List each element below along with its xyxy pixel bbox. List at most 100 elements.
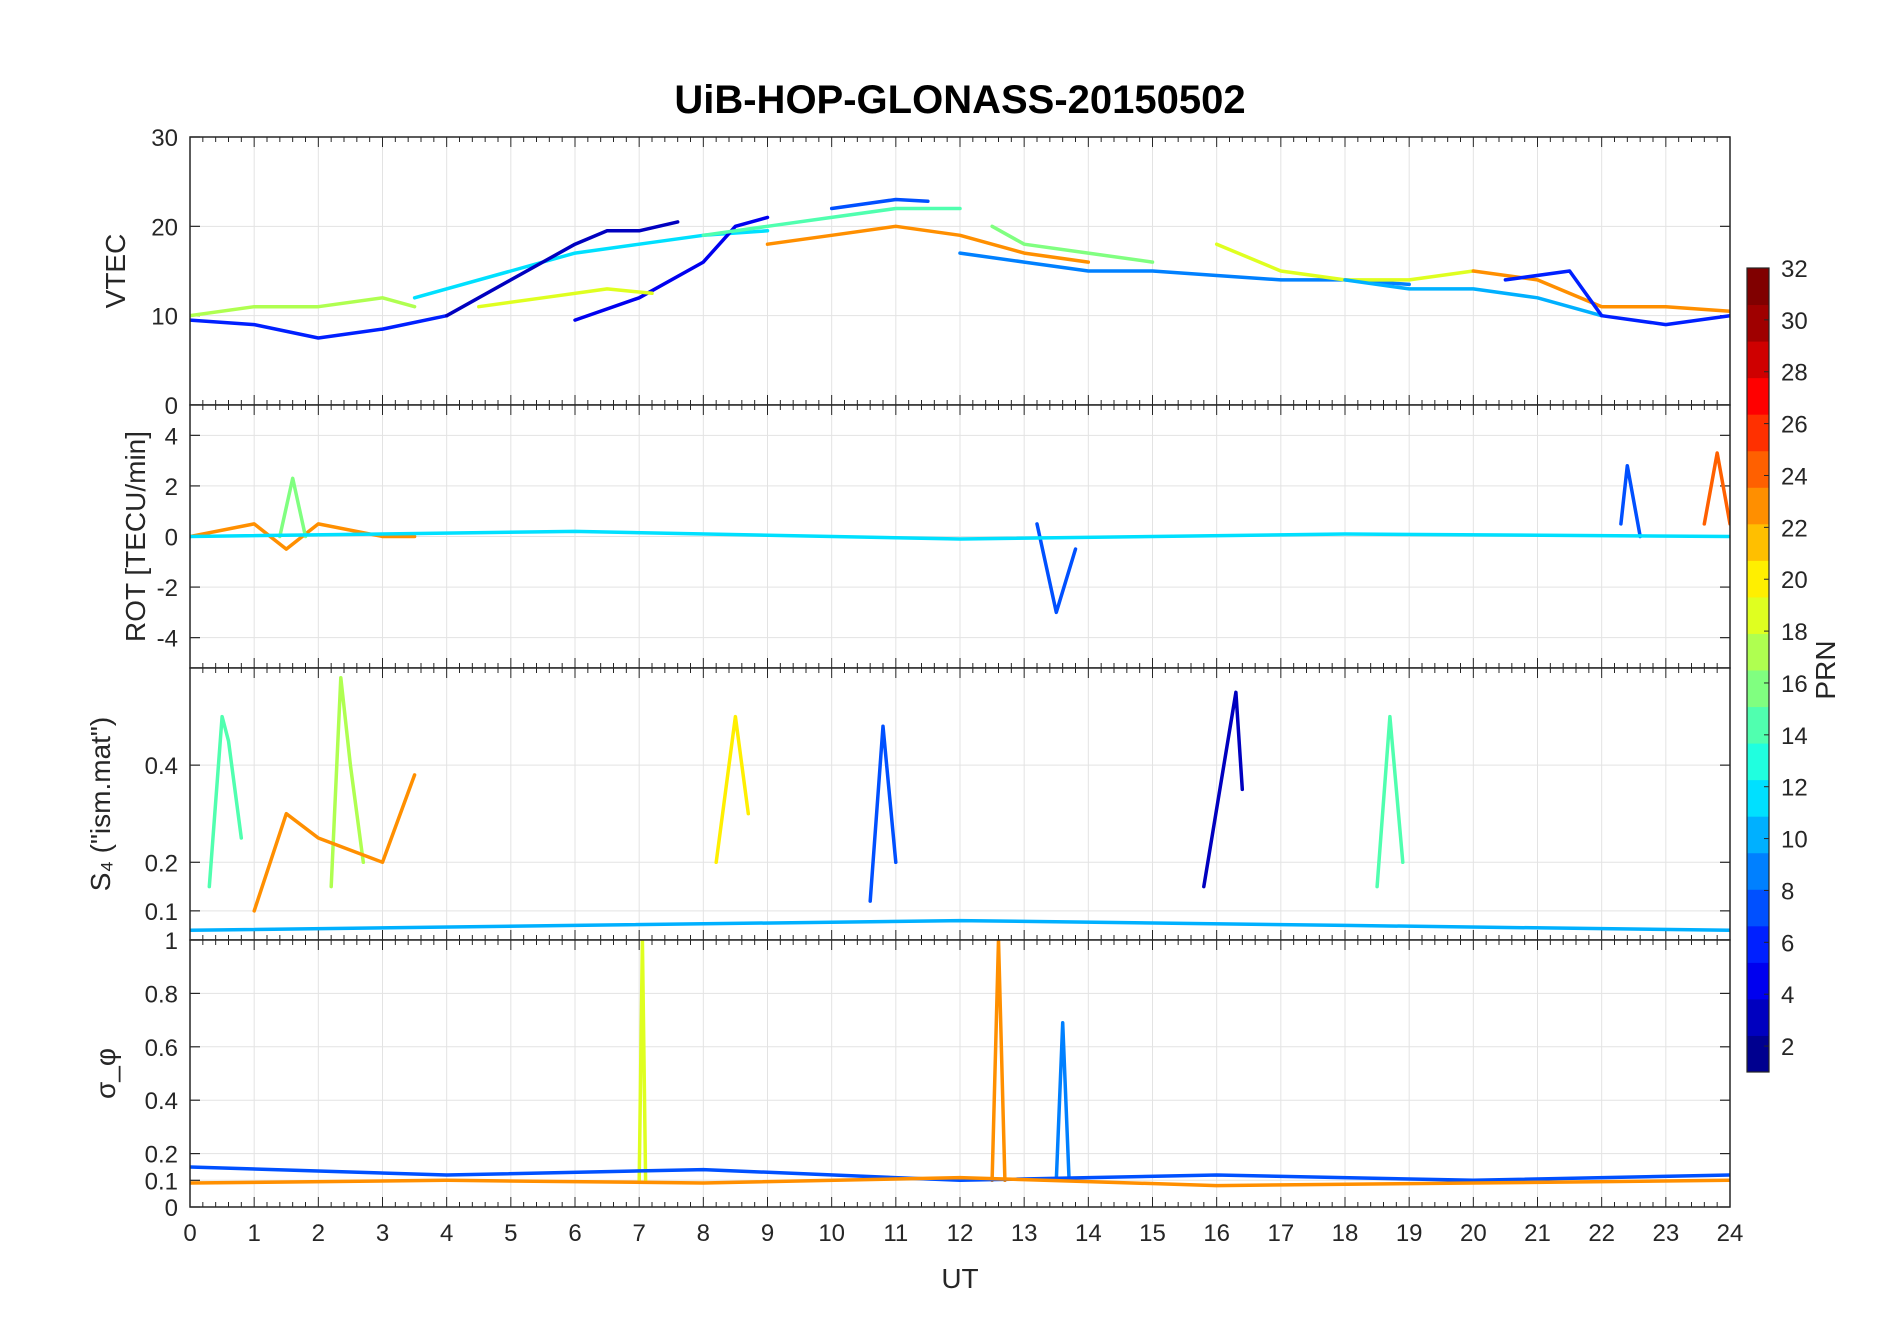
- x-tick-label: 2: [312, 1220, 325, 1247]
- x-tick-label: 12: [947, 1220, 974, 1247]
- y-axis-label: ROT [TECU/min]: [120, 431, 151, 642]
- colorbar-swatch: [1747, 268, 1769, 306]
- series-line: [829, 197, 930, 211]
- series-line: [701, 206, 962, 238]
- x-tick-label: 1: [247, 1220, 260, 1247]
- x-tick-label: 3: [376, 1220, 389, 1247]
- series-line: [1503, 269, 1730, 327]
- colorbar-swatch: [1747, 377, 1769, 415]
- colorbar-swatch: [1747, 852, 1769, 890]
- y-axis-label: S₄ ("ism.mat"): [85, 717, 116, 891]
- x-tick-label: 20: [1460, 1220, 1487, 1247]
- y-tick-label: 30: [151, 125, 178, 152]
- colorbar-tick-label: 26: [1781, 412, 1808, 439]
- y-tick-label: 0.4: [145, 1088, 178, 1115]
- series-line: [573, 215, 770, 322]
- colorbar-swatch: [1747, 962, 1769, 1000]
- x-axis-label: UT: [941, 1263, 978, 1294]
- series-line: [1202, 690, 1245, 889]
- chart-title: UiB-HOP-GLONASS-20150502: [674, 78, 1245, 122]
- x-tick-label: 15: [1139, 1220, 1166, 1247]
- series-line: [444, 220, 680, 318]
- series-group: [190, 940, 1730, 1188]
- colorbar-tick-label: 10: [1781, 827, 1808, 854]
- y-tick-label: 0.1: [145, 899, 178, 926]
- x-tick-label: 11: [883, 1220, 908, 1247]
- x-tick-label: 19: [1396, 1220, 1423, 1247]
- colorbar-swatch: [1747, 1035, 1769, 1073]
- y-tick-label: 0.1: [145, 1168, 178, 1195]
- colorbar-tick-label: 24: [1781, 463, 1808, 490]
- y-tick-label: 2: [165, 474, 178, 501]
- colorbar-swatch: [1747, 450, 1769, 488]
- colorbar-tick-label: 32: [1781, 256, 1808, 283]
- series-line: [765, 224, 1091, 264]
- colorbar-tick-label: 30: [1781, 308, 1808, 335]
- y-tick-label: 4: [165, 423, 178, 450]
- x-tick-label: 5: [504, 1220, 517, 1247]
- colorbar-swatch: [1747, 523, 1769, 561]
- x-tick-label: 21: [1524, 1220, 1551, 1247]
- series-line: [190, 529, 1730, 541]
- colorbar-swatch: [1747, 998, 1769, 1036]
- colorbar-swatch: [1747, 487, 1769, 525]
- series-line: [329, 675, 366, 889]
- colorbar-swatch: [1747, 670, 1769, 708]
- x-tick-label: 22: [1588, 1220, 1615, 1247]
- panel-3: 0.1 0.2 0.4 S₄ ("ism.mat"): [85, 667, 1731, 941]
- series-line: [1035, 522, 1078, 615]
- series-line: [637, 940, 648, 1183]
- series-line: [477, 287, 654, 309]
- y-tick-label: 0: [165, 393, 178, 420]
- x-tick-label: 7: [632, 1220, 645, 1247]
- x-tick-label: 24: [1717, 1220, 1744, 1247]
- colorbar-tick-label: 16: [1781, 671, 1808, 698]
- y-tick-label: 0.6: [145, 1035, 178, 1062]
- x-tick-label: 17: [1267, 1220, 1294, 1247]
- series-line: [1619, 463, 1642, 539]
- colorbar-swatch: [1747, 341, 1769, 379]
- series-line: [190, 918, 1730, 933]
- series-line: [990, 940, 1007, 1183]
- x-tick-label: 0: [183, 1220, 196, 1247]
- colorbar-tick-label: 22: [1781, 515, 1808, 542]
- colorbar-tick-label: 6: [1781, 930, 1794, 957]
- colorbar-swatch: [1747, 560, 1769, 598]
- y-tick-label: 0: [165, 525, 178, 552]
- series-line: [868, 724, 898, 903]
- colorbar-tick-label: 14: [1781, 723, 1808, 750]
- y-axis-label: VTEC: [100, 234, 131, 309]
- y-tick-label: 0.4: [145, 753, 178, 780]
- series-line: [190, 313, 449, 340]
- y-tick-label: 10: [151, 304, 178, 331]
- x-tick-label: 16: [1203, 1220, 1230, 1247]
- y-axis-label: σ_φ: [90, 1048, 121, 1099]
- series-line: [190, 1175, 1730, 1188]
- colorbar-swatch: [1747, 304, 1769, 342]
- colorbar-tick-label: 18: [1781, 619, 1808, 646]
- series-line: [714, 714, 751, 865]
- series-group: [190, 675, 1730, 933]
- y-tick-label: 0.2: [145, 1142, 178, 1169]
- colorbar-tick-label: 4: [1781, 982, 1794, 1009]
- colorbar-swatch: [1747, 414, 1769, 452]
- x-tick-label: 10: [818, 1220, 845, 1247]
- x-tick-label: 14: [1075, 1220, 1102, 1247]
- series-line: [252, 773, 417, 913]
- series-line: [190, 1165, 1730, 1183]
- panel-1: 0 10 20 30 VTEC: [100, 125, 1731, 420]
- x-tick-label: 8: [697, 1220, 710, 1247]
- x-tick-label: 9: [761, 1220, 774, 1247]
- panel-2: -4 -2 0 2 4 ROT [TECU/min]: [120, 404, 1731, 669]
- x-tick-label: 4: [440, 1220, 453, 1247]
- x-tick-label: 18: [1332, 1220, 1359, 1247]
- x-tick-label: 13: [1011, 1220, 1038, 1247]
- series-line: [1702, 451, 1730, 526]
- colorbar-tick-label: 12: [1781, 775, 1808, 802]
- colorbar-frame: [1746, 267, 1770, 1073]
- panel-4: 00.10.2 0.4 0.6 0.8 1 σ_φ: [90, 928, 1731, 1222]
- x-tick-label: 6: [568, 1220, 581, 1247]
